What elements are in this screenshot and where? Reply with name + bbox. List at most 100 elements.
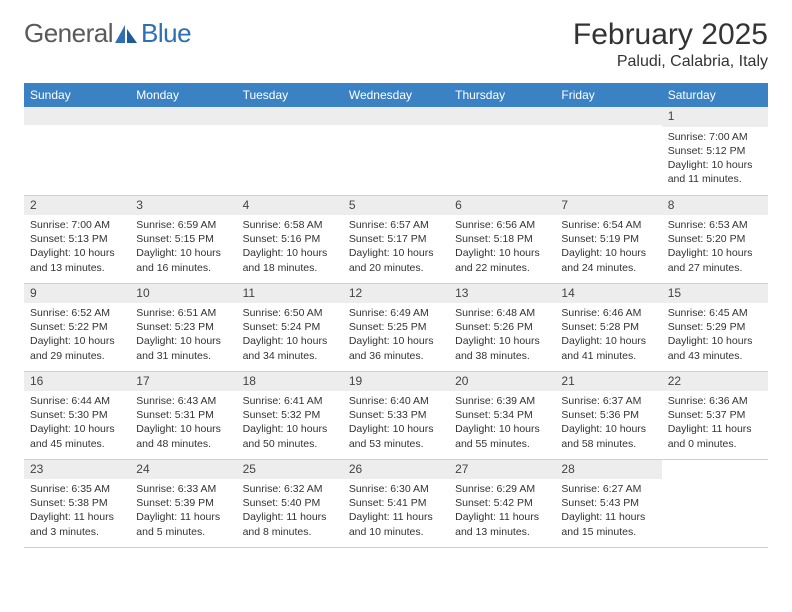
- daylight-line: Daylight: 10 hoursand 45 minutes.: [30, 423, 115, 449]
- sunrise-line: Sunrise: 6:36 AM: [668, 395, 748, 407]
- day-number: 1: [662, 107, 768, 127]
- day-details: Sunrise: 6:30 AMSunset: 5:41 PMDaylight:…: [343, 479, 449, 545]
- sunrise-line: Sunrise: 6:43 AM: [136, 395, 216, 407]
- weekday-header: Wednesday: [343, 83, 449, 107]
- day-cell: 2Sunrise: 7:00 AMSunset: 5:13 PMDaylight…: [24, 195, 130, 283]
- day-number: 21: [555, 372, 661, 392]
- day-cell: 18Sunrise: 6:41 AMSunset: 5:32 PMDayligh…: [237, 371, 343, 459]
- sunrise-line: Sunrise: 6:48 AM: [455, 307, 535, 319]
- daylight-line: Daylight: 11 hoursand 13 minutes.: [455, 511, 539, 537]
- daylight-line: Daylight: 11 hoursand 3 minutes.: [30, 511, 114, 537]
- sunrise-line: Sunrise: 6:27 AM: [561, 483, 641, 495]
- calendar-week-row: 1Sunrise: 7:00 AMSunset: 5:12 PMDaylight…: [24, 107, 768, 195]
- sunset-line: Sunset: 5:32 PM: [243, 409, 321, 421]
- day-number: 25: [237, 460, 343, 480]
- day-details: Sunrise: 6:35 AMSunset: 5:38 PMDaylight:…: [24, 479, 130, 545]
- daylight-line: Daylight: 10 hoursand 43 minutes.: [668, 335, 753, 361]
- day-number: 12: [343, 284, 449, 304]
- sunrise-line: Sunrise: 6:41 AM: [243, 395, 323, 407]
- calendar-week-row: 2Sunrise: 7:00 AMSunset: 5:13 PMDaylight…: [24, 195, 768, 283]
- header-row: General Blue February 2025 Paludi, Calab…: [24, 18, 768, 71]
- day-number: 13: [449, 284, 555, 304]
- sunset-line: Sunset: 5:39 PM: [136, 497, 214, 509]
- day-cell: 28Sunrise: 6:27 AMSunset: 5:43 PMDayligh…: [555, 459, 661, 547]
- day-details: Sunrise: 7:00 AMSunset: 5:13 PMDaylight:…: [24, 215, 130, 281]
- day-details: Sunrise: 6:37 AM Sunset: 5:36 PM Daylight:…: [555, 391, 661, 457]
- sunset-line: Sunset: 5:17 PM: [349, 233, 427, 245]
- sunset-line: Sunset: 5:36 PM: [561, 409, 639, 421]
- day-cell: [237, 107, 343, 195]
- day-cell: 4Sunrise: 6:58 AMSunset: 5:16 PMDaylight…: [237, 195, 343, 283]
- day-cell: 12Sunrise: 6:49 AMSunset: 5:25 PMDayligh…: [343, 283, 449, 371]
- day-details: Sunrise: 6:54 AMSunset: 5:19 PMDaylight:…: [555, 215, 661, 281]
- day-cell: 26Sunrise: 6:30 AMSunset: 5:41 PMDayligh…: [343, 459, 449, 547]
- daylight-line: Daylight: 10 hoursand 31 minutes.: [136, 335, 221, 361]
- day-cell: 22Sunrise: 6:36 AMSunset: 5:37 PMDayligh…: [662, 371, 768, 459]
- day-cell: [662, 459, 768, 547]
- daylight-line: Daylight: 11 hoursand 5 minutes.: [136, 511, 220, 537]
- day-cell: 19Sunrise: 6:40 AMSunset: 5:33 PMDayligh…: [343, 371, 449, 459]
- weekday-header: Thursday: [449, 83, 555, 107]
- day-number: 22: [662, 372, 768, 392]
- sunrise-line: Sunrise: 6:37 AM: [561, 395, 641, 407]
- calendar-table: SundayMondayTuesdayWednesdayThursdayFrid…: [24, 83, 768, 548]
- daylight-line: Daylight: 10 hoursand 34 minutes.: [243, 335, 328, 361]
- day-details: Sunrise: 6:39 AMSunset: 5:34 PMDaylight:…: [449, 391, 555, 457]
- day-number: 16: [24, 372, 130, 392]
- day-details: Sunrise: 6:27 AMSunset: 5:43 PMDaylight:…: [555, 479, 661, 545]
- daylight-line: Daylight: 11 hoursand 10 minutes.: [349, 511, 433, 537]
- day-details: Sunrise: 6:57 AMSunset: 5:17 PMDaylight:…: [343, 215, 449, 281]
- day-number: 3: [130, 196, 236, 216]
- day-details: Sunrise: 6:52 AMSunset: 5:22 PMDaylight:…: [24, 303, 130, 369]
- sunrise-line: Sunrise: 6:54 AM: [561, 219, 641, 231]
- sunrise-line: Sunrise: 6:30 AM: [349, 483, 429, 495]
- sunrise-line: Sunrise: 6:58 AM: [243, 219, 323, 231]
- day-cell: 11Sunrise: 6:50 AMSunset: 5:24 PMDayligh…: [237, 283, 343, 371]
- day-cell: 6Sunrise: 6:56 AMSunset: 5:18 PMDaylight…: [449, 195, 555, 283]
- day-details: Sunrise: 6:53 AMSunset: 5:20 PMDaylight:…: [662, 215, 768, 281]
- daylight-line: Daylight: 10 hoursand 41 minutes.: [561, 335, 646, 361]
- day-cell: 13Sunrise: 6:48 AMSunset: 5:26 PMDayligh…: [449, 283, 555, 371]
- day-cell: 9Sunrise: 6:52 AMSunset: 5:22 PMDaylight…: [24, 283, 130, 371]
- sunset-line: Sunset: 5:22 PM: [30, 321, 108, 333]
- daylight-line: Daylight: 10 hoursand 29 minutes.: [30, 335, 115, 361]
- sunrise-line: Sunrise: 6:46 AM: [561, 307, 641, 319]
- sunset-line: Sunset: 5:28 PM: [561, 321, 639, 333]
- sunset-line: Sunset: 5:33 PM: [349, 409, 427, 421]
- sunrise-line: Sunrise: 7:00 AM: [30, 219, 110, 231]
- day-cell: 24Sunrise: 6:33 AMSunset: 5:39 PMDayligh…: [130, 459, 236, 547]
- title-block: February 2025 Paludi, Calabria, Italy: [573, 18, 768, 71]
- weekday-header: Friday: [555, 83, 661, 107]
- calendar-body: 1Sunrise: 7:00 AMSunset: 5:12 PMDaylight…: [24, 107, 768, 547]
- daylight-line: Daylight: 10 hoursand 55 minutes.: [455, 423, 540, 449]
- sunrise-line: Sunrise: 6:50 AM: [243, 307, 323, 319]
- sunset-line: Sunset: 5:23 PM: [136, 321, 214, 333]
- daylight-line: Daylight: 10 hoursand 53 minutes.: [349, 423, 434, 449]
- sunset-line: Sunset: 5:25 PM: [349, 321, 427, 333]
- sunset-line: Sunset: 5:18 PM: [455, 233, 533, 245]
- empty-day-bar: [343, 107, 449, 125]
- day-cell: 17Sunrise: 6:43 AMSunset: 5:31 PMDayligh…: [130, 371, 236, 459]
- calendar-page: General Blue February 2025 Paludi, Calab…: [0, 0, 792, 566]
- day-details: Sunrise: 6:50 AMSunset: 5:24 PMDaylight:…: [237, 303, 343, 369]
- day-details: Sunrise: 6:59 AMSunset: 5:15 PMDaylight:…: [130, 215, 236, 281]
- daylight-line: Daylight: 10 hoursand 58 minutes.: [561, 423, 646, 449]
- sunrise-line: Sunrise: 6:33 AM: [136, 483, 216, 495]
- calendar-week-row: 16Sunrise: 6:44 AMSunset: 5:30 PMDayligh…: [24, 371, 768, 459]
- day-details: Sunrise: 6:32 AMSunset: 5:40 PMDaylight:…: [237, 479, 343, 545]
- daylight-line: Daylight: 10 hoursand 48 minutes.: [136, 423, 221, 449]
- daylight-line: Daylight: 10 hoursand 20 minutes.: [349, 247, 434, 273]
- day-cell: 3Sunrise: 6:59 AMSunset: 5:15 PMDaylight…: [130, 195, 236, 283]
- daylight-line: Daylight: 11 hoursand 15 minutes.: [561, 511, 645, 537]
- sunset-line: Sunset: 5:13 PM: [30, 233, 108, 245]
- day-cell: 20Sunrise: 6:39 AMSunset: 5:34 PMDayligh…: [449, 371, 555, 459]
- sunrise-line: Sunrise: 6:51 AM: [136, 307, 216, 319]
- sunset-line: Sunset: 5:30 PM: [30, 409, 108, 421]
- day-cell: 7Sunrise: 6:54 AMSunset: 5:19 PMDaylight…: [555, 195, 661, 283]
- day-details: Sunrise: 6:29 AMSunset: 5:42 PMDaylight:…: [449, 479, 555, 545]
- day-number: 23: [24, 460, 130, 480]
- empty-day-bar: [130, 107, 236, 125]
- daylight-line: Daylight: 10 hoursand 50 minutes.: [243, 423, 328, 449]
- day-cell: 25Sunrise: 6:32 AMSunset: 5:40 PMDayligh…: [237, 459, 343, 547]
- sunset-line: Sunset: 5:29 PM: [668, 321, 746, 333]
